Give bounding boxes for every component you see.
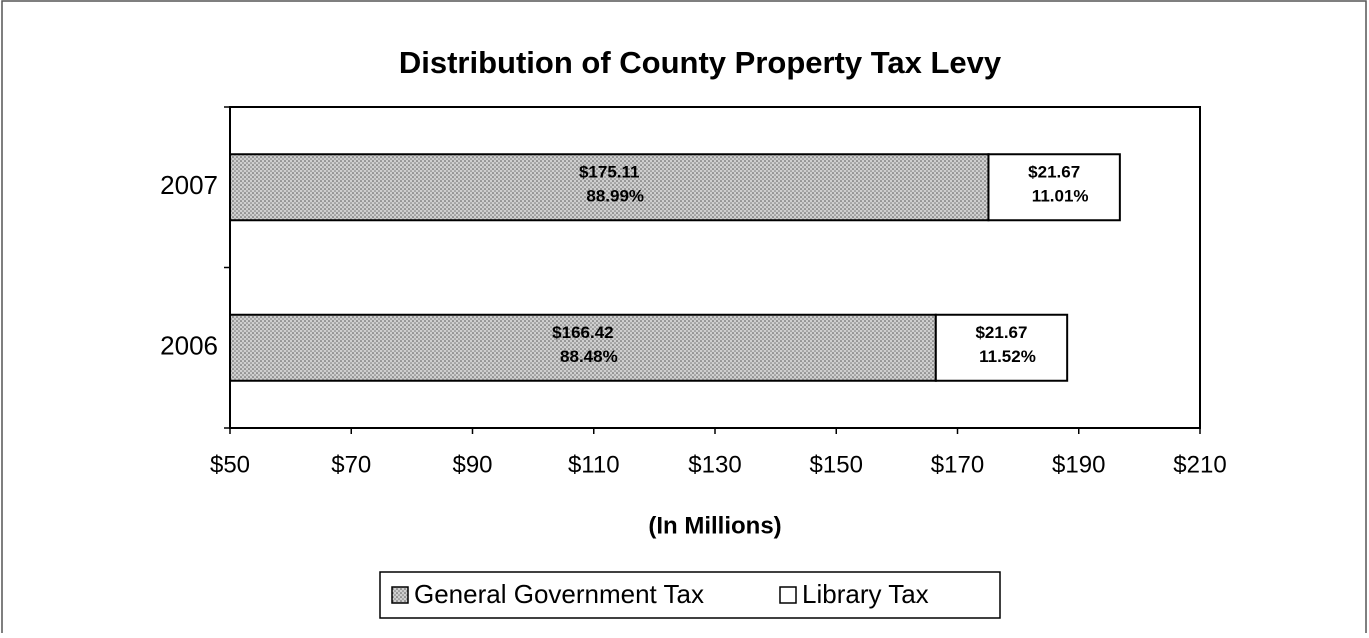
x-tick-label: $50 <box>210 451 250 478</box>
data-label: $21.67 <box>975 323 1027 342</box>
legend-box <box>379 571 1001 619</box>
x-axis-label: (In Millions) <box>648 512 781 539</box>
x-tick-label: $110 <box>568 451 620 478</box>
data-label-share: 11.52% <box>979 347 1036 366</box>
data-label-share: 88.99% <box>586 187 644 206</box>
y-tick-label: 2007 <box>160 170 218 200</box>
legend-label: Library Tax <box>802 579 929 609</box>
x-tick-label: $170 <box>931 451 984 478</box>
data-label-share: 11.01% <box>1032 187 1089 206</box>
x-tick-label: $210 <box>1173 451 1226 478</box>
y-tick-label: 2006 <box>160 331 218 361</box>
data-label: $175.11 <box>579 163 640 182</box>
bar-segment <box>987 153 1121 222</box>
legend-label: General Government Tax <box>414 579 704 609</box>
bar-segment <box>229 313 937 382</box>
x-tick-label: $190 <box>1052 451 1105 478</box>
data-label: $21.67 <box>1028 163 1080 182</box>
x-tick-label: $150 <box>810 451 863 478</box>
bar-segment <box>934 313 1069 382</box>
x-tick-label: $90 <box>452 451 492 478</box>
legend-swatch <box>779 586 797 604</box>
data-label: $166.42 <box>552 323 613 342</box>
chart-title: Distribution of County Property Tax Levy <box>399 45 1002 80</box>
legend-swatch <box>391 586 409 604</box>
x-tick-label: $130 <box>688 451 741 478</box>
x-tick-label: $70 <box>331 451 371 478</box>
data-label-share: 88.48% <box>560 347 618 366</box>
bar-segment <box>229 153 990 222</box>
